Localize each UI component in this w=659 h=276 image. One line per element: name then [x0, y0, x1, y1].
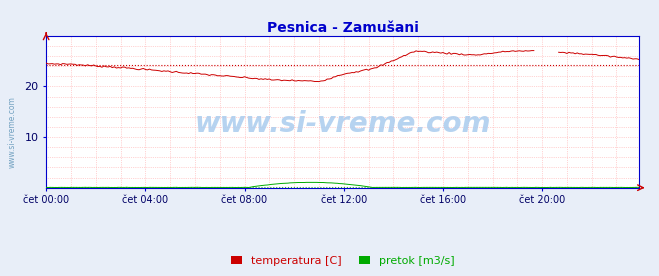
Legend: temperatura [C], pretok [m3/s]: temperatura [C], pretok [m3/s]: [227, 251, 459, 270]
Title: Pesnica - Zamušani: Pesnica - Zamušani: [267, 21, 418, 35]
Text: www.si-vreme.com: www.si-vreme.com: [194, 110, 491, 138]
Text: www.si-vreme.com: www.si-vreme.com: [8, 97, 17, 168]
